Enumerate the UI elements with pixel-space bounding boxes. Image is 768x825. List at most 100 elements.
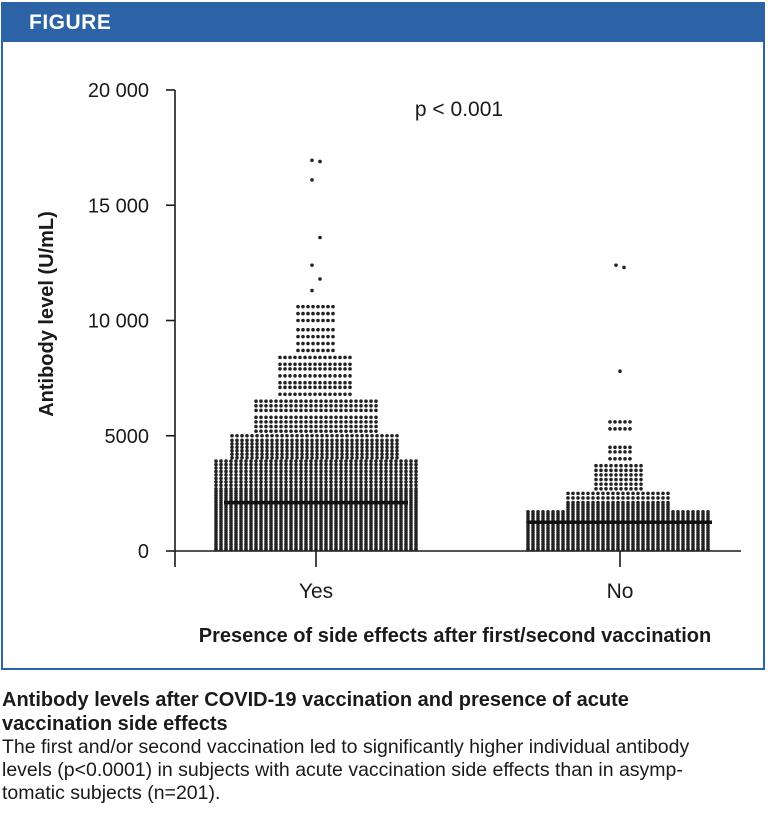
data-point [326, 304, 330, 309]
data-point [298, 355, 302, 360]
data-point [306, 304, 310, 309]
data-point [651, 491, 655, 496]
data-point [390, 448, 394, 453]
data-point [239, 469, 243, 474]
data-point [339, 480, 343, 484]
data-point [284, 403, 288, 408]
data-point [230, 442, 234, 446]
data-point [394, 548, 398, 552]
data-point [339, 429, 343, 433]
data-point [365, 438, 369, 443]
data-point [324, 424, 328, 429]
data-point [304, 480, 308, 484]
data-point [318, 235, 322, 240]
data-point [293, 374, 297, 378]
data-point [329, 469, 333, 474]
data-point [349, 473, 353, 477]
data-point [619, 468, 623, 473]
data-point [274, 466, 278, 470]
data-point [269, 424, 273, 429]
data-point [284, 415, 288, 420]
data-point [624, 468, 628, 473]
data-point [219, 473, 223, 477]
data-point [639, 486, 643, 491]
data-point [269, 462, 273, 467]
data-point [289, 483, 293, 488]
data-point [385, 445, 389, 450]
data-point [374, 480, 378, 484]
data-point [325, 452, 329, 456]
data-point [608, 457, 612, 461]
data-point [380, 433, 384, 438]
data-point [656, 496, 660, 500]
data-point [314, 476, 318, 481]
data-point [320, 452, 324, 456]
data-point [404, 548, 408, 552]
data-point [359, 429, 363, 433]
data-point [288, 392, 292, 397]
data-point [359, 415, 363, 420]
data-point [260, 442, 264, 446]
data-point [364, 466, 368, 470]
data-point [285, 438, 289, 443]
data-point [355, 455, 359, 460]
data-point [404, 483, 408, 488]
data-point [229, 548, 233, 552]
data-point [279, 424, 283, 429]
data-point [321, 327, 325, 332]
data-point [254, 415, 258, 420]
data-point [329, 459, 333, 463]
data-point [354, 408, 358, 413]
data-point [334, 403, 338, 408]
data-point [370, 445, 374, 450]
data-point [250, 442, 254, 446]
data-point [328, 374, 332, 378]
data-point [370, 433, 374, 438]
data-point [250, 445, 254, 450]
data-point [265, 445, 269, 450]
figure-frame: FIGURE 0 5000 10 000 15 000 20 000 Yes No Anti… [1, 2, 765, 670]
data-point [384, 480, 388, 484]
data-point [344, 415, 348, 420]
data-point [619, 486, 623, 491]
data-point [314, 415, 318, 420]
data-point [369, 480, 373, 484]
data-point [601, 491, 605, 496]
data-point [634, 468, 638, 473]
data-point [283, 374, 287, 378]
data-point [340, 455, 344, 460]
data-point [224, 459, 228, 463]
data-point [364, 476, 368, 481]
data-point [345, 433, 349, 438]
data-point [349, 429, 353, 433]
data-point [628, 450, 632, 454]
data-point [344, 459, 348, 463]
data-point [219, 548, 223, 552]
data-point [274, 403, 278, 408]
data-point [359, 480, 363, 484]
data-point [259, 480, 263, 484]
data-point [314, 408, 318, 413]
data-point [596, 496, 600, 500]
data-point [304, 399, 308, 403]
data-point [344, 473, 348, 477]
data-point [641, 491, 645, 496]
data-point [280, 445, 284, 450]
data-point [409, 466, 413, 470]
data-point [239, 480, 243, 484]
data-point [323, 362, 327, 367]
data-point [651, 496, 655, 500]
data-point [255, 433, 259, 438]
data-point [229, 469, 233, 474]
data-point [364, 483, 368, 488]
data-point [365, 445, 369, 450]
data-point [245, 448, 249, 453]
data-point [304, 483, 308, 488]
data-point [614, 463, 618, 468]
data-point [379, 469, 383, 474]
data-point [389, 483, 393, 488]
data-point [305, 445, 309, 450]
data-point [285, 452, 289, 456]
data-point [310, 438, 314, 443]
data-point [309, 424, 313, 429]
